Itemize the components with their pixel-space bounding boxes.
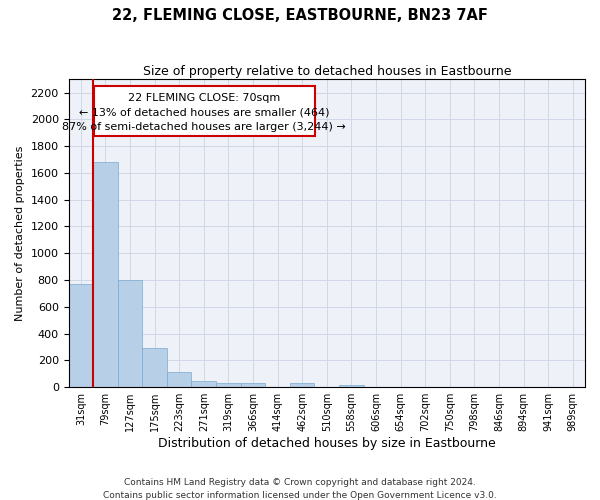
Bar	[216, 383, 241, 387]
Title: Size of property relative to detached houses in Eastbourne: Size of property relative to detached ho…	[143, 65, 511, 78]
Text: ← 13% of detached houses are smaller (464): ← 13% of detached houses are smaller (46…	[79, 108, 329, 118]
Text: 87% of semi-detached houses are larger (3,244) →: 87% of semi-detached houses are larger (…	[62, 122, 346, 132]
Bar	[142, 348, 167, 387]
Bar	[191, 381, 216, 387]
Bar	[118, 280, 142, 387]
Bar	[241, 383, 265, 387]
Bar	[93, 162, 118, 387]
Bar	[68, 284, 93, 387]
X-axis label: Distribution of detached houses by size in Eastbourne: Distribution of detached houses by size …	[158, 437, 496, 450]
Y-axis label: Number of detached properties: Number of detached properties	[15, 146, 25, 321]
Bar	[167, 372, 191, 387]
FancyBboxPatch shape	[94, 86, 315, 136]
Bar	[290, 383, 314, 387]
Text: 22 FLEMING CLOSE: 70sqm: 22 FLEMING CLOSE: 70sqm	[128, 93, 280, 103]
Text: 22, FLEMING CLOSE, EASTBOURNE, BN23 7AF: 22, FLEMING CLOSE, EASTBOURNE, BN23 7AF	[112, 8, 488, 22]
Text: Contains HM Land Registry data © Crown copyright and database right 2024.
Contai: Contains HM Land Registry data © Crown c…	[103, 478, 497, 500]
Bar	[265, 386, 290, 387]
Bar	[339, 384, 364, 387]
